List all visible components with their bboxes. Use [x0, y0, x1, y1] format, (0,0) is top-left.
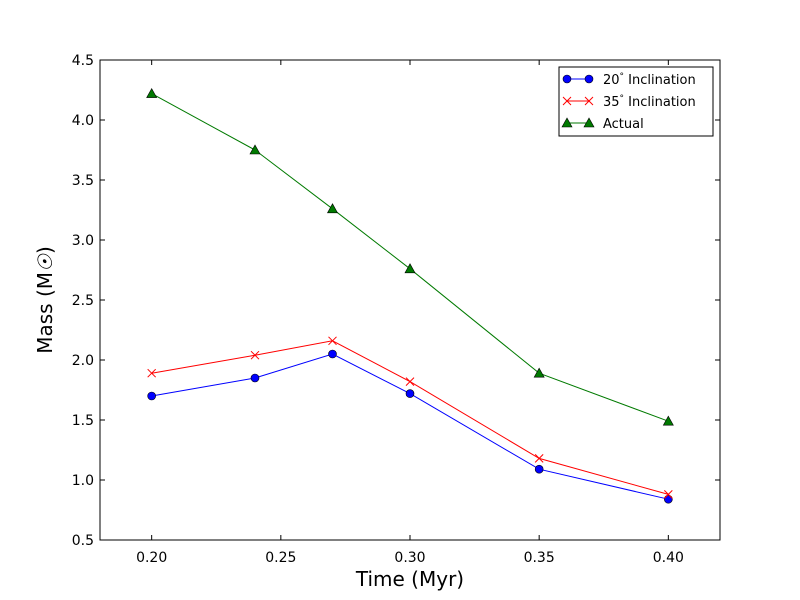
data-point [328, 349, 337, 359]
data-point [404, 263, 416, 274]
data-point [662, 415, 674, 426]
legend-marker [561, 117, 573, 128]
marker-stroke [250, 350, 260, 360]
legend-marker [562, 74, 572, 84]
series-1 [147, 349, 673, 504]
y-axis-label: Mass (M☉) [33, 246, 57, 354]
y-tick-label: 0.5 [72, 533, 94, 549]
axis-ticks: 0.20 0.25 0.30 0.35 0.40 0.5 1.0 1.5 2.0 2.5 3.0 3.… [72, 53, 720, 566]
series-line [151, 340, 669, 495]
data-point [146, 87, 158, 98]
data-point [405, 377, 415, 386]
series-3 [146, 87, 674, 426]
y-axis-label-close: ) [33, 246, 57, 254]
legend-marker [562, 96, 572, 106]
data-point [664, 494, 673, 504]
y-axis-label-symbol: ☉ [33, 253, 57, 272]
legend-marker [584, 96, 594, 106]
marker-stroke [405, 377, 415, 386]
data-point [249, 144, 261, 155]
legend-label: 20° Inclination [603, 72, 696, 88]
plot-area [146, 87, 674, 504]
legend-label: 35° Inclination [603, 94, 696, 110]
x-tick-label: 0.30 [394, 550, 425, 566]
y-tick-label: 3.0 [72, 233, 94, 249]
y-tick-label: 4.0 [72, 113, 94, 129]
legend-label: Actual [603, 117, 644, 132]
x-tick-label: 0.35 [524, 550, 555, 566]
marker-stroke [584, 96, 594, 106]
series-line [151, 353, 669, 500]
marker-stroke [147, 368, 157, 378]
data-point [250, 350, 260, 360]
series-2 [147, 336, 673, 499]
y-tick-label: 3.5 [72, 173, 94, 189]
y-tick-label: 2.0 [72, 353, 94, 369]
y-tick-label: 1.0 [72, 473, 94, 489]
marker-stroke [534, 454, 544, 463]
legend-marker [584, 74, 594, 84]
y-axis-label-text: Mass (M [33, 272, 57, 354]
data-point [326, 203, 339, 214]
y-tick-label: 2.5 [72, 293, 94, 309]
x-axis-label: Time (Myr) [355, 567, 464, 591]
series-line [151, 93, 669, 422]
legend: 20° Inclination 35° Inclination Actual [558, 66, 714, 137]
x-tick-label: 0.20 [136, 550, 167, 566]
marker-stroke [328, 336, 337, 346]
data-point [533, 367, 545, 378]
data-point [663, 490, 673, 499]
data-point [534, 454, 544, 463]
data-point [147, 391, 156, 401]
data-point [534, 464, 544, 474]
svg-text:Mass (M☉): Mass (M☉) [33, 246, 57, 354]
legend-marker [583, 117, 595, 128]
data-point [147, 368, 157, 378]
data-point [405, 389, 415, 398]
y-tick-label: 1.5 [72, 413, 94, 429]
y-tick-label: 4.5 [72, 53, 94, 69]
x-tick-label: 0.40 [653, 550, 684, 566]
marker-stroke [663, 490, 673, 499]
data-point [328, 336, 337, 346]
marker-stroke [562, 96, 572, 106]
x-tick-label: 0.25 [265, 550, 296, 566]
data-point [250, 373, 260, 383]
